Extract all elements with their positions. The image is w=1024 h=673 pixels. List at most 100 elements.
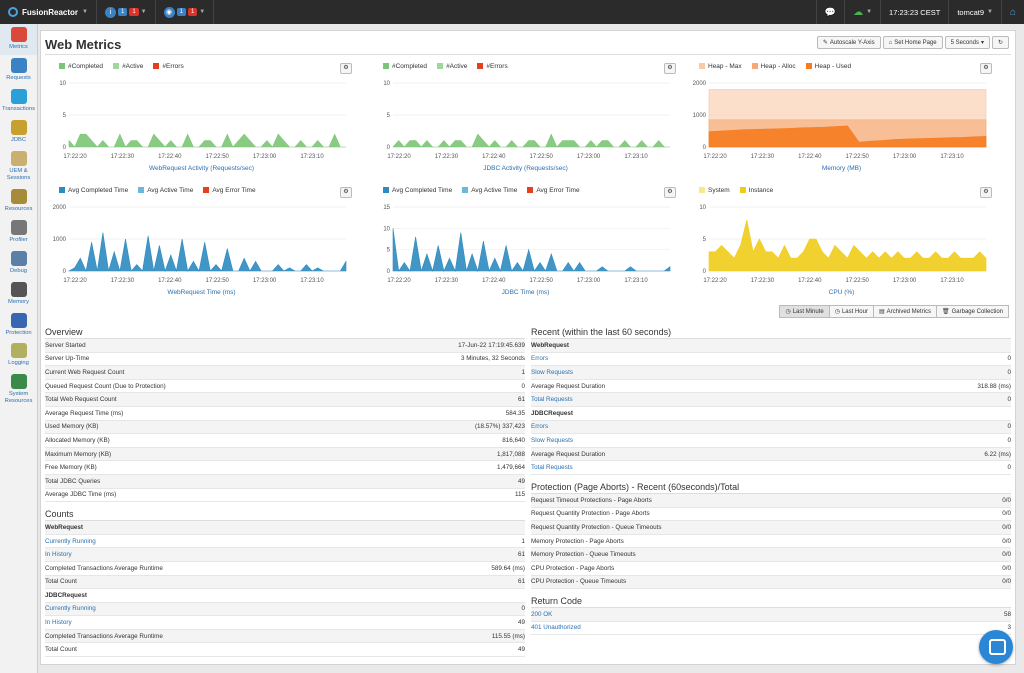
row-link[interactable]: 401 Unauthorized (531, 624, 581, 632)
table-row[interactable]: 401 Unauthorized 3 (531, 622, 1011, 636)
table-row[interactable]: Currently Running 0 (45, 602, 525, 617)
legend-item[interactable]: Avg Active Time (462, 187, 517, 194)
legend-item[interactable]: #Active (437, 63, 467, 70)
x-tick-label: 17:23:10 (940, 278, 964, 284)
table-row[interactable]: Slow Requests 0 (531, 366, 1011, 380)
sidebar-item-label: Profiler (9, 236, 28, 243)
brand-name: FusionReactor (22, 7, 79, 17)
legend-item[interactable]: #Errors (477, 63, 508, 70)
chart-settings-gear-icon[interactable]: ⚙ (340, 63, 352, 74)
sidebar-item-uem-sessions[interactable]: UEM & Sessions (0, 148, 37, 186)
chat-button[interactable]: 💬 (815, 0, 844, 24)
sidebar-item-resources[interactable]: Resources (0, 186, 37, 217)
range-last-minute-button[interactable]: ◷ Last Minute (779, 305, 830, 318)
overview-section-title: Overview (45, 324, 525, 339)
row-link[interactable]: In History (45, 619, 72, 627)
server-badge-error: 1 (187, 8, 198, 16)
table-row[interactable]: Errors 0 (531, 420, 1011, 435)
table-row[interactable]: Errors 0 (531, 353, 1011, 367)
chart-title[interactable]: Memory (MB) (821, 165, 862, 172)
interval-dropdown[interactable]: 5 Seconds ▾ (944, 36, 990, 49)
chart-settings-gear-icon[interactable]: ⚙ (980, 63, 992, 74)
notifications-menu[interactable]: i 1 1 ▼ (97, 0, 156, 24)
row-value: 1,817,088 (496, 450, 525, 458)
legend-item[interactable]: Avg Error Time (203, 187, 256, 194)
table-row[interactable]: Currently Running 1 (45, 535, 525, 549)
chart-title[interactable]: WebRequest Activity (Requests/sec) (148, 165, 254, 172)
legend-item[interactable]: Instance (739, 187, 773, 194)
memory-icon (10, 281, 27, 297)
y-tick-label: 0 (387, 145, 391, 151)
table-row[interactable]: Total Requests 0 (531, 461, 1011, 475)
chart-settings-gear-icon[interactable]: ⚙ (340, 187, 352, 198)
legend-item[interactable]: Avg Active Time (138, 187, 193, 194)
table-row[interactable]: Slow Requests 0 (531, 434, 1011, 448)
chart-title[interactable]: JDBC Activity (Requests/sec) (483, 165, 568, 172)
chart-settings-gear-icon[interactable]: ⚙ (980, 187, 992, 198)
chat-widget-button[interactable] (979, 630, 1013, 664)
x-tick-label: 17:22:30 (111, 154, 135, 160)
set-home-page-button[interactable]: ⌂ Set Home Page (882, 36, 943, 49)
legend-item[interactable]: #Errors (153, 63, 184, 70)
table-row[interactable]: 200 OK 58 (531, 608, 1011, 622)
y-tick-label: 0 (387, 269, 391, 275)
table-row[interactable]: Total Requests 0 (531, 393, 1011, 407)
sidebar-item-jdbc[interactable]: JDBC (0, 117, 37, 148)
archive-icon: ▤ (878, 309, 885, 315)
row-link[interactable]: Slow Requests (531, 368, 573, 376)
sidebar-item-metrics[interactable]: Metrics (0, 24, 37, 55)
chart-title[interactable]: WebRequest Time (ms) (167, 289, 236, 296)
row-link[interactable]: 200 OK (531, 610, 553, 618)
server-select[interactable]: tomcat9 ▼ (948, 0, 1001, 24)
sidebar-item-profiler[interactable]: Profiler (0, 217, 37, 248)
legend-item[interactable]: Heap - Max (699, 63, 742, 70)
legend-item[interactable]: #Completed (383, 63, 427, 70)
sidebar-item-debug[interactable]: Debug (0, 248, 37, 279)
row-link[interactable]: Currently Running (45, 605, 96, 613)
servers-menu[interactable]: ◉ 1 1 ▼ (156, 0, 215, 24)
chart-settings-gear-icon[interactable]: ⚙ (664, 187, 676, 198)
legend-item[interactable]: #Active (113, 63, 143, 70)
chart-title[interactable]: JDBC Time (ms) (501, 289, 550, 296)
metrics-icon (10, 27, 27, 42)
brand-menu[interactable]: FusionReactor ▼ (0, 0, 97, 24)
sidebar-item-memory[interactable]: Memory (0, 279, 37, 310)
table-row[interactable]: In History 49 (45, 616, 525, 630)
series-area--completed (68, 133, 346, 148)
row-link[interactable]: Total Requests (531, 396, 573, 404)
home-button[interactable]: ⌂ (1000, 0, 1024, 24)
table-row[interactable]: In History 61 (45, 548, 525, 562)
row-link[interactable]: Total Requests (531, 464, 573, 472)
legend-item[interactable]: Heap - Alloc (751, 63, 796, 70)
x-tick-label: 17:22:30 (435, 154, 459, 160)
legend-item[interactable]: Avg Error Time (527, 187, 580, 194)
legend-item[interactable]: Heap - Used (805, 63, 851, 70)
x-tick-label: 17:23:10 (300, 278, 324, 284)
legend-item[interactable]: Avg Completed Time (383, 187, 452, 194)
row-link[interactable]: Currently Running (45, 537, 96, 545)
sidebar-item-transactions[interactable]: Transactions (0, 86, 37, 117)
chart-settings-gear-icon[interactable]: ⚙ (664, 63, 676, 74)
autoscale-button[interactable]: ✎ Autoscale Y-Axis (816, 36, 881, 49)
legend-item[interactable]: #Completed (59, 63, 103, 70)
cloud-status-menu[interactable]: ☁ ▼ (844, 0, 880, 24)
range-archived-metrics-button[interactable]: ▤ Archived Metrics (872, 305, 937, 318)
refresh-button[interactable]: ↻ (991, 36, 1009, 49)
x-tick-label: 17:22:40 (158, 278, 182, 284)
row-link[interactable]: In History (45, 551, 72, 559)
chart-title[interactable]: CPU (%) (828, 289, 855, 296)
legend-item[interactable]: System (699, 187, 730, 194)
sidebar-item-logging[interactable]: Logging (0, 340, 37, 371)
range-last-hour-button[interactable]: ◷ Last Hour (828, 305, 874, 318)
row-link[interactable]: Errors (531, 355, 549, 363)
legend-item[interactable]: Avg Completed Time (59, 187, 128, 194)
range-garbage-collection-button[interactable]: 🗑 Garbage Collection (936, 305, 1009, 318)
sidebar-item-system-resources[interactable]: System Resources (0, 371, 37, 409)
row-link[interactable]: Errors (531, 423, 549, 431)
row-value: 584.35 (505, 409, 525, 417)
sidebar-item-requests[interactable]: Requests (0, 55, 37, 86)
table-row: Average JDBC Time (ms) 115 (45, 489, 525, 503)
page-title: Web Metrics (45, 37, 122, 52)
row-link[interactable]: Slow Requests (531, 436, 573, 444)
sidebar-item-protection[interactable]: Protection (0, 310, 37, 341)
